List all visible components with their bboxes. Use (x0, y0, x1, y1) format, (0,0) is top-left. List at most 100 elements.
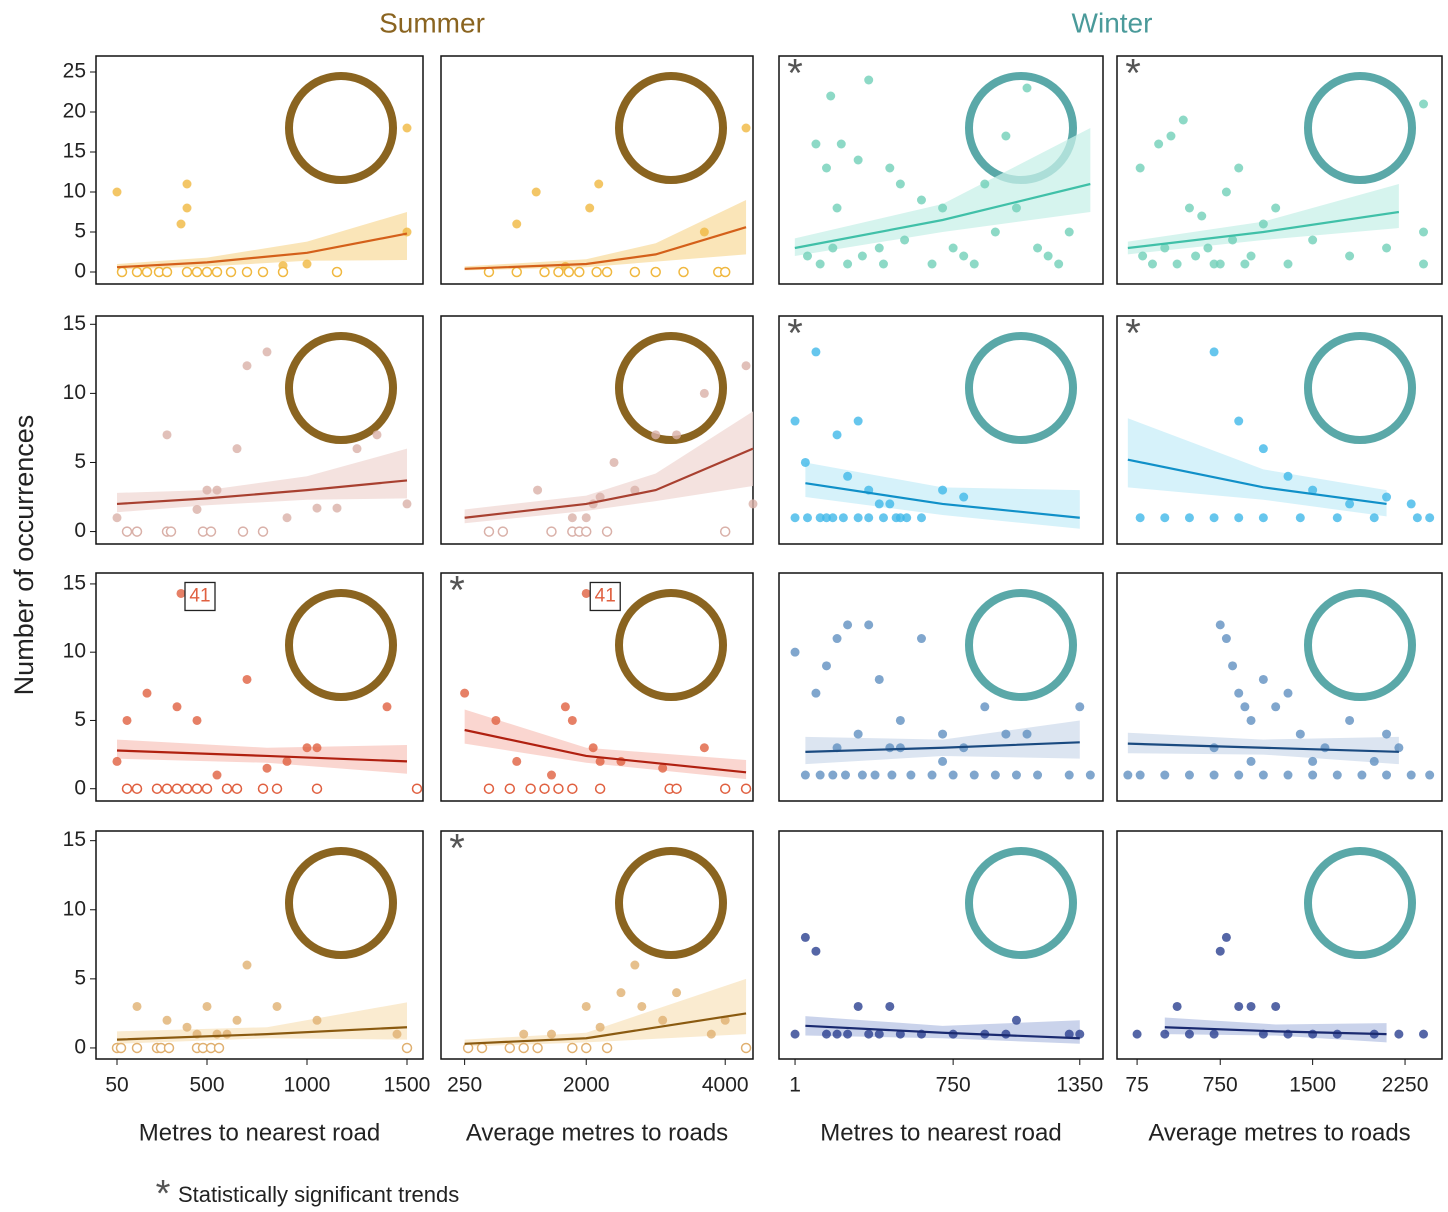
confidence-band (805, 1016, 1080, 1044)
x-axis-label: Average metres to roads (466, 1119, 728, 1146)
point (1033, 243, 1043, 253)
zero-point (594, 783, 606, 794)
point (853, 513, 863, 523)
zero-point (546, 526, 557, 537)
icon-ring (285, 589, 397, 701)
x-tick-label: 1500 (384, 1074, 431, 1097)
icon-ring (285, 72, 397, 184)
zero-point (511, 266, 522, 278)
zero-point (601, 266, 613, 278)
icon-ring (965, 589, 1077, 701)
zero-point (191, 783, 203, 794)
point (162, 430, 172, 440)
point (112, 187, 122, 197)
point (938, 203, 948, 213)
point (1258, 674, 1268, 684)
y-tick-label: 10 (63, 180, 86, 203)
y-tick-label: 25 (63, 60, 86, 83)
zero-point (719, 526, 731, 537)
point (122, 715, 132, 725)
point (1345, 499, 1355, 509)
point (853, 155, 863, 165)
zero-point (671, 783, 682, 794)
point (1271, 702, 1281, 712)
point (1382, 729, 1392, 739)
point (282, 756, 292, 766)
fit-line (805, 482, 1080, 519)
significance-marker: * (449, 569, 465, 613)
point (242, 361, 252, 371)
point (927, 770, 937, 780)
zero-point (121, 783, 133, 794)
zero-point (165, 526, 177, 537)
point (172, 702, 182, 712)
point (242, 674, 252, 684)
point (1228, 235, 1238, 245)
confidence-band (805, 720, 1080, 765)
point (402, 499, 412, 509)
zero-point (553, 266, 564, 278)
point (372, 430, 382, 440)
zero-point (563, 266, 575, 278)
point (878, 513, 888, 523)
point (1001, 131, 1011, 141)
zero-point (629, 266, 641, 278)
point (699, 388, 709, 398)
point (202, 1001, 212, 1011)
point (1209, 259, 1219, 269)
point (1011, 1015, 1021, 1025)
point (790, 1029, 800, 1039)
significance-marker: * (787, 312, 803, 356)
fit-line (1127, 210, 1400, 250)
zero-point (163, 1042, 175, 1054)
footnote: Statistically significant trends (178, 1182, 459, 1207)
point (581, 1001, 591, 1011)
point (1295, 729, 1305, 739)
point (1209, 513, 1219, 523)
x-tick-label: 75 (1125, 1074, 1148, 1097)
y-tick-label: 15 (63, 571, 86, 594)
point (1357, 770, 1367, 780)
point (182, 203, 192, 213)
point (1240, 702, 1250, 712)
zero-point (497, 526, 509, 537)
point (1043, 251, 1053, 261)
point (1160, 243, 1170, 253)
point (392, 1029, 402, 1039)
zero-point (141, 266, 153, 278)
zero-point (532, 1042, 543, 1054)
point (1308, 770, 1318, 780)
point (1147, 259, 1157, 269)
y-tick-label: 5 (74, 450, 86, 473)
fit-line (464, 226, 747, 270)
point (595, 492, 605, 502)
point (741, 361, 751, 371)
zero-point (191, 266, 203, 278)
fit-line (464, 447, 754, 519)
zero-point (131, 526, 143, 537)
x-tick-label: 250 (447, 1074, 482, 1097)
point (658, 1015, 668, 1025)
point (588, 743, 598, 753)
fit-line (794, 182, 1091, 250)
point (815, 513, 825, 523)
point (948, 243, 958, 253)
point (1184, 513, 1194, 523)
point (874, 674, 884, 684)
y-tick-label: 20 (63, 100, 86, 123)
zero-point (231, 783, 243, 794)
point (938, 729, 948, 739)
point (352, 444, 362, 454)
point (567, 715, 577, 725)
fit-line (464, 728, 747, 774)
icon-ring (1304, 72, 1416, 184)
y-tick-label: 0 (74, 1035, 86, 1058)
point (843, 1029, 853, 1039)
fit-line (805, 741, 1080, 753)
zero-point (121, 526, 133, 537)
icon-ring (615, 589, 727, 701)
point (312, 743, 322, 753)
point (630, 960, 640, 970)
annotation-box (184, 581, 216, 612)
point (800, 770, 810, 780)
